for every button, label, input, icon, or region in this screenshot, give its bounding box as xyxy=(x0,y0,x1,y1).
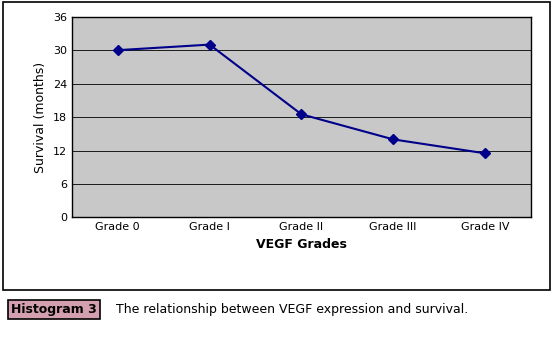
Text: Histogram 3: Histogram 3 xyxy=(11,303,97,316)
Y-axis label: Survival (months): Survival (months) xyxy=(34,62,47,173)
X-axis label: VEGF Grades: VEGF Grades xyxy=(256,238,347,251)
Text: The relationship between VEGF expression and survival.: The relationship between VEGF expression… xyxy=(116,303,468,316)
